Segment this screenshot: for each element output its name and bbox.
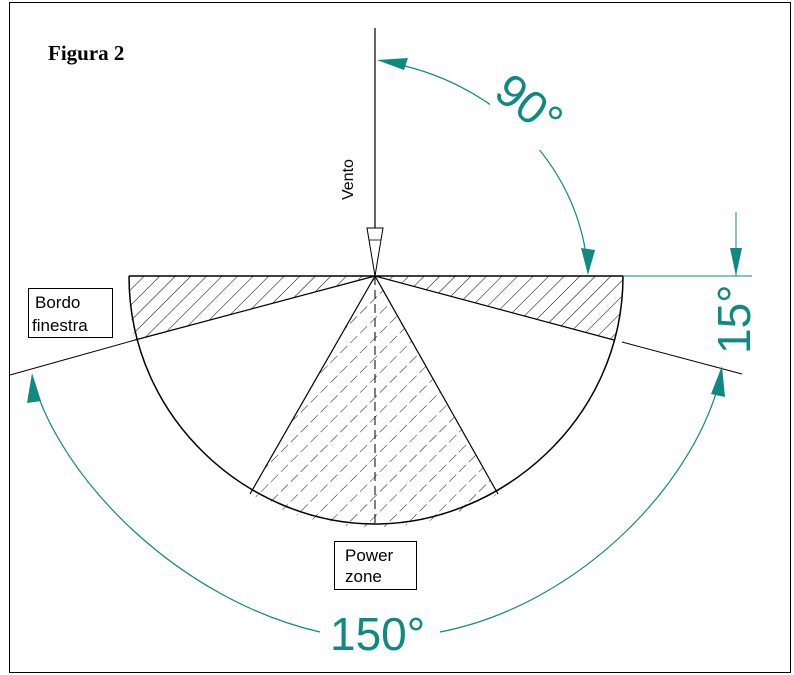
window-edge-label-box [28, 288, 113, 338]
window-edge-label-line2: finestra [32, 316, 88, 335]
angle-90-arrow-start-icon [377, 58, 408, 70]
angle-15-label: 15° [708, 284, 760, 354]
angle-150-arc-left [31, 376, 321, 633]
wind-window-arc [128, 275, 624, 525]
power-zone-left-boundary [249, 275, 376, 495]
figure-title: Figura 2 [48, 41, 124, 65]
left-window-boundary [134, 275, 376, 341]
right-window-boundary [374, 275, 615, 341]
power-zone-sector [250, 276, 498, 528]
power-zone-label-line1: Power [345, 546, 394, 565]
angle-150-arrow-right-icon [711, 366, 725, 397]
wind-label: Vento [340, 159, 357, 200]
power-zone-right-boundary [374, 275, 499, 495]
power-zone-label-line2: zone [345, 567, 382, 586]
angle-150-label: 150° [330, 608, 425, 660]
window-edge-label-line1: Bordo [35, 293, 80, 312]
left-boundary-extension [9, 339, 136, 376]
angle-90-arrow-end-icon [581, 248, 595, 275]
wind-arrow-icon [366, 227, 384, 277]
angle-150-arrow-left-icon [27, 373, 41, 403]
angle-15-arrow-top-icon [730, 248, 742, 276]
angle-150-arc-right [439, 369, 723, 633]
power-zone-label-box [334, 541, 417, 590]
page-frame [9, 2, 791, 673]
